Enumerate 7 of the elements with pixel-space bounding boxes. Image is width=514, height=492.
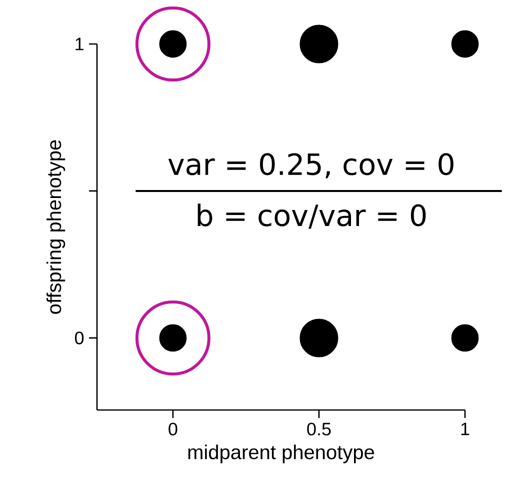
y-axis-title: offspring phenotype: [46, 140, 66, 314]
x-tick-label: 0.5: [307, 422, 331, 436]
annotation: b = cov/var = 0: [198, 204, 426, 229]
x-tick-label: 0: [168, 422, 178, 436]
x-tick-label: 1: [461, 422, 470, 436]
x-axis-title: midparent phenotype: [188, 444, 374, 464]
annotation: var = 0.25, cov = 0: [168, 153, 454, 178]
